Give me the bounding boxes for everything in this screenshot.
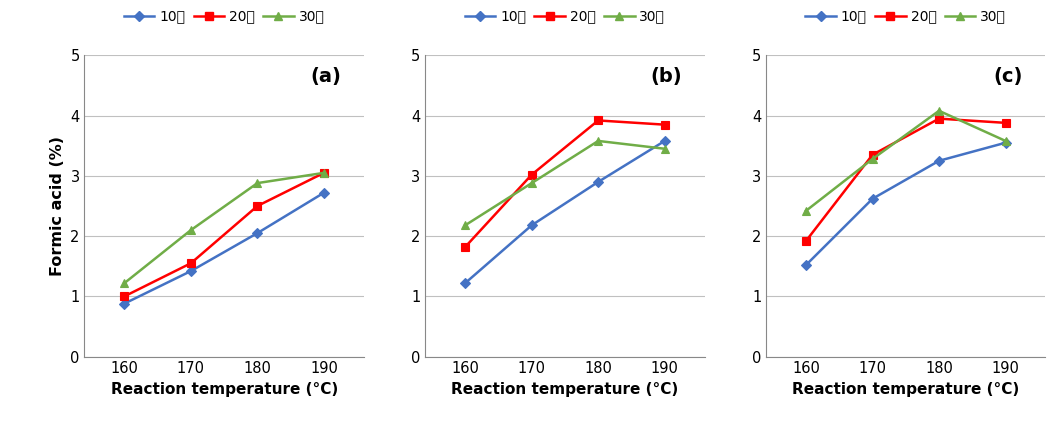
X-axis label: Reaction temperature (°C): Reaction temperature (°C) (111, 382, 338, 397)
X-axis label: Reaction temperature (°C): Reaction temperature (°C) (792, 382, 1019, 397)
Legend: 10분, 20분, 30분: 10분, 20분, 30분 (806, 10, 1006, 23)
Y-axis label: Formic acid (%): Formic acid (%) (50, 136, 64, 276)
Text: (b): (b) (650, 67, 682, 86)
Text: (c): (c) (994, 67, 1023, 86)
Legend: 10분, 20분, 30분: 10분, 20분, 30분 (124, 10, 324, 23)
Legend: 10분, 20분, 30분: 10분, 20분, 30분 (465, 10, 665, 23)
X-axis label: Reaction temperature (°C): Reaction temperature (°C) (451, 382, 679, 397)
Text: (a): (a) (310, 67, 341, 86)
